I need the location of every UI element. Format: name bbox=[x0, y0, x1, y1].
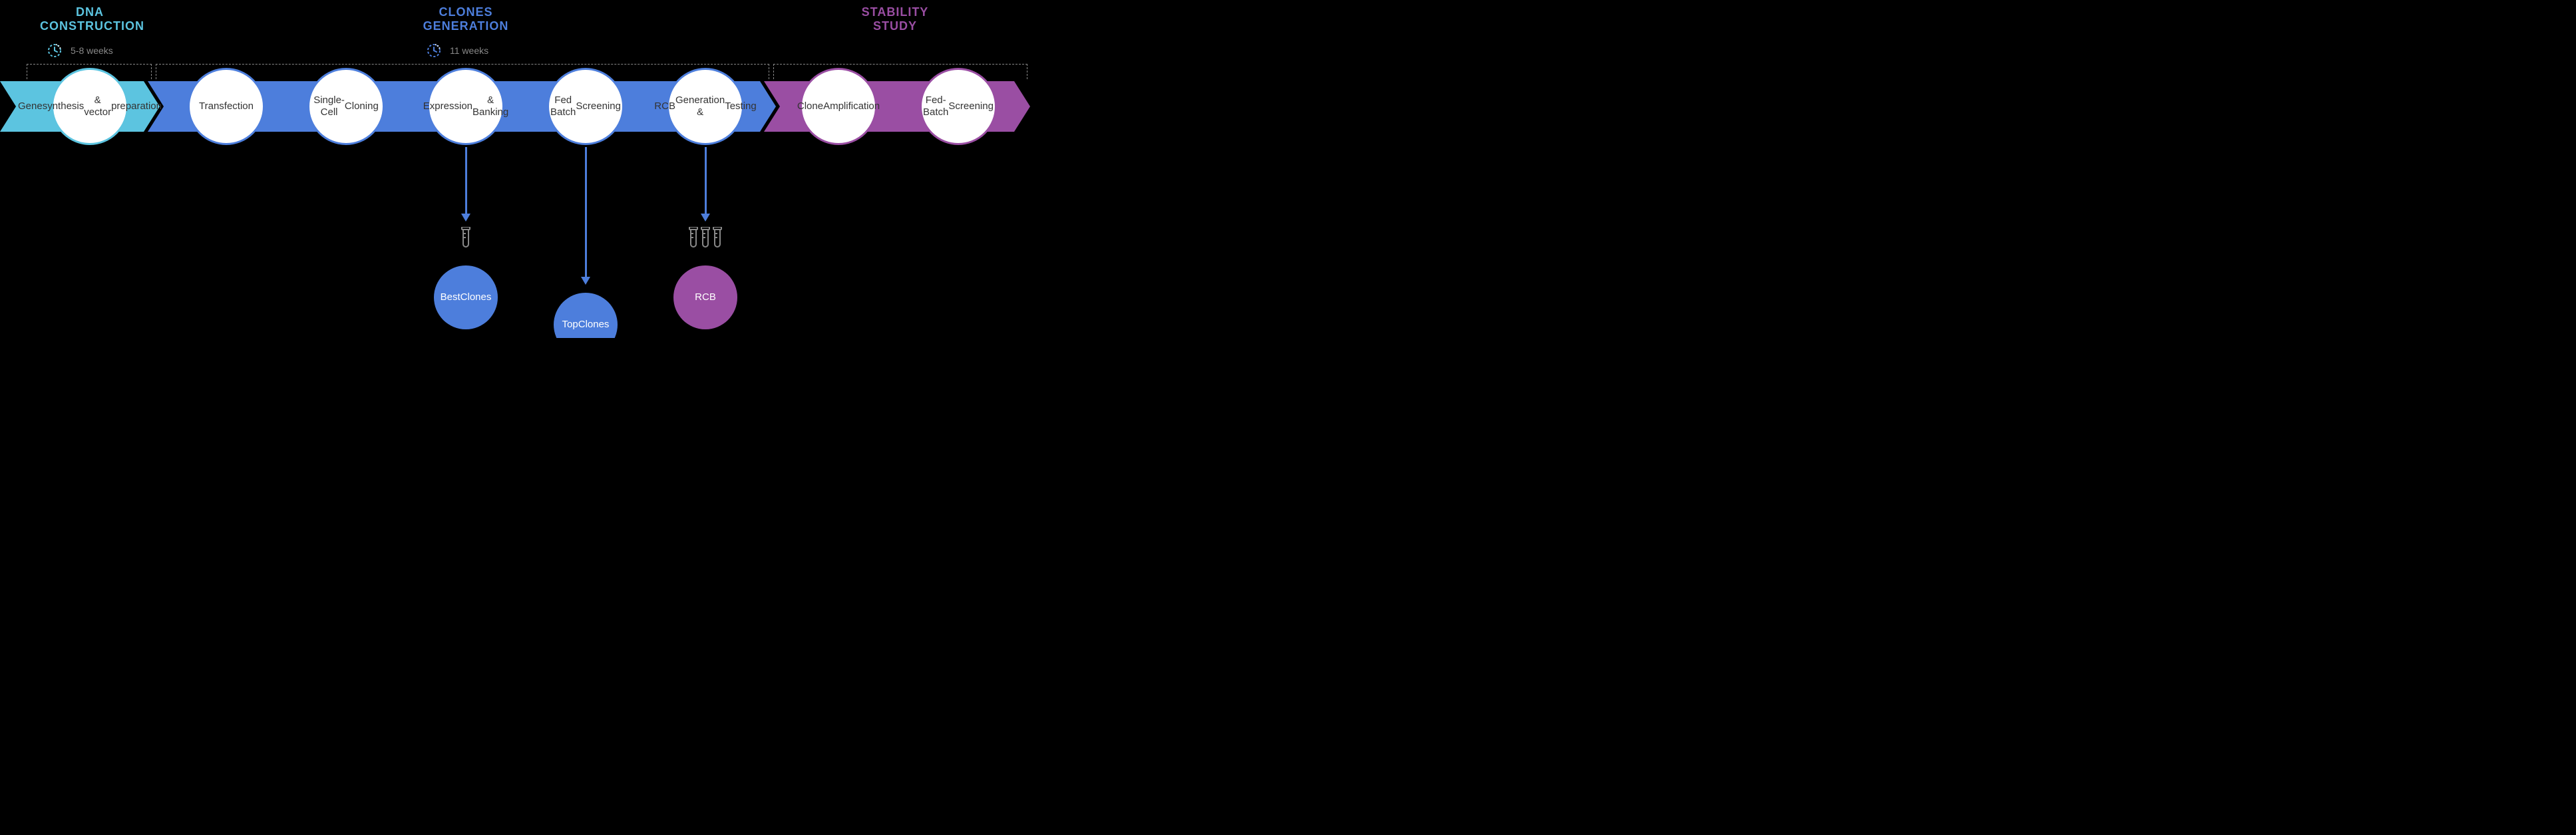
phase-header-clones: CLONESGENERATION bbox=[416, 5, 516, 33]
duration-text: 11 weeks bbox=[450, 45, 488, 56]
phase-title-line: STUDY bbox=[845, 19, 945, 33]
phase-title-line: GENERATION bbox=[416, 19, 516, 33]
phase-title-line: STABILITY bbox=[845, 5, 945, 19]
bubble-label-line: Best bbox=[441, 291, 460, 303]
phase-duration-clones: 11 weeks bbox=[426, 43, 488, 59]
step-label-line: Cloning bbox=[345, 100, 379, 112]
process-flow-diagram: DNACONSTRUCTION 5-8 weeks CLONESGENERATION… bbox=[0, 0, 1030, 338]
step-1: Transfection bbox=[188, 68, 265, 145]
step-label-line: Expression bbox=[423, 100, 472, 112]
clock-icon bbox=[426, 43, 442, 59]
tubes-icon bbox=[689, 227, 722, 250]
bubble-label-line: Top bbox=[562, 319, 578, 331]
step-6: CloneAmplification bbox=[800, 68, 877, 145]
step-label-line: & vector bbox=[84, 94, 111, 118]
step-2: Single-CellCloning bbox=[307, 68, 385, 145]
clock-icon bbox=[47, 43, 63, 59]
step-label-line: RCB bbox=[654, 100, 675, 112]
step-label-line: Single-Cell bbox=[313, 94, 345, 118]
output-bubble: TopClones bbox=[554, 293, 618, 338]
phase-duration-dna: 5-8 weeks bbox=[47, 43, 113, 59]
step-7: Fed-BatchScreening bbox=[920, 68, 997, 145]
step-label-line: Gene bbox=[18, 100, 43, 112]
step-0: Genesynthesis& vectorpreparation bbox=[51, 68, 128, 145]
step-label-line: preparation bbox=[111, 100, 162, 112]
test-tube-icon bbox=[461, 227, 470, 250]
phase-title-line: DNA bbox=[40, 5, 140, 19]
step-5: RCBGeneration &Testing bbox=[667, 68, 744, 145]
step-label-line: Fed Batch bbox=[550, 94, 576, 118]
bubble-label-line: RCB bbox=[695, 291, 716, 303]
phase-header-dna: DNACONSTRUCTION bbox=[40, 5, 140, 33]
bubble-label-line: Clones bbox=[460, 291, 492, 303]
test-tube-icon bbox=[713, 227, 722, 250]
test-tube-icon bbox=[689, 227, 698, 250]
step-label-line: Testing bbox=[725, 100, 757, 112]
phase-title-line: CLONES bbox=[416, 5, 516, 19]
bubble-label-line: Clones bbox=[578, 319, 610, 331]
step-label-line: Screening bbox=[576, 100, 621, 112]
step-label-line: Transfection bbox=[199, 100, 254, 112]
step-4: Fed BatchScreening bbox=[547, 68, 624, 145]
test-tube-icon bbox=[701, 227, 710, 250]
step-label-line: Generation & bbox=[675, 94, 725, 118]
step-label-line: Screening bbox=[948, 100, 994, 112]
phase-title-line: CONSTRUCTION bbox=[40, 19, 140, 33]
phase-header-stability: STABILITYSTUDY bbox=[845, 5, 945, 33]
tubes-icon bbox=[461, 227, 470, 250]
output-bubble: RCB bbox=[673, 265, 737, 329]
duration-text: 5-8 weeks bbox=[71, 45, 113, 56]
step-label-line: Fed-Batch bbox=[923, 94, 948, 118]
output-bubble: BestClones bbox=[434, 265, 498, 329]
step-label-line: & Banking bbox=[472, 94, 508, 118]
step-label-line: synthesis bbox=[43, 100, 85, 112]
step-3: Expression& Banking bbox=[427, 68, 504, 145]
step-label-line: Clone bbox=[797, 100, 823, 112]
phase-bracket-stability bbox=[773, 64, 1027, 79]
step-label-line: Amplification bbox=[823, 100, 880, 112]
